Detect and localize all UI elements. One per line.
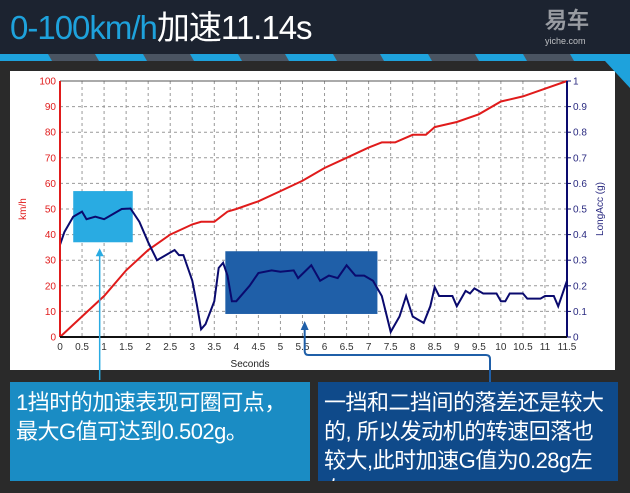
y-right-tick-label: 0 — [573, 333, 579, 344]
x-tick-label: 4 — [234, 342, 240, 353]
y-left-tick-label: 80 — [45, 128, 57, 139]
y-right-tick-label: 0.6 — [573, 179, 587, 190]
y-right-tick-label: 0.2 — [573, 281, 587, 292]
x-tick-label: 9 — [454, 342, 460, 353]
x-tick-label: 0.5 — [75, 342, 89, 353]
x-tick-label: 2 — [145, 342, 151, 353]
y-left-tick-label: 70 — [45, 153, 57, 164]
x-tick-label: 9.5 — [472, 342, 486, 353]
x-tick-label: 3.5 — [207, 342, 221, 353]
highlight-box-2 — [225, 251, 378, 314]
x-tick-label: 5 — [278, 342, 284, 353]
y-right-axis-label: LongAcc (g) — [595, 182, 606, 236]
y-left-tick-label: 40 — [45, 230, 57, 241]
y-left-tick-label: 0 — [50, 333, 56, 344]
header: 0-100km/h加速11.14s — [0, 0, 630, 55]
y-right-tick-label: 0.3 — [573, 256, 587, 267]
x-tick-label: 6.5 — [340, 342, 354, 353]
x-tick-label: 7.5 — [384, 342, 398, 353]
accel-line — [59, 207, 568, 335]
x-tick-label: 10 — [495, 342, 507, 353]
x-tick-label: 10.5 — [513, 342, 533, 353]
y-right-tick-label: 0.7 — [573, 153, 587, 164]
x-tick-label: 3 — [189, 342, 195, 353]
callout-arrow-right — [303, 325, 491, 382]
x-axis-label: Seconds — [231, 359, 270, 370]
note-first-gear: 1挡时的加速表现可圈可点，最大G值可达到0.502g。 — [10, 382, 310, 481]
y-right-tick-label: 1 — [573, 77, 579, 88]
y-left-tick-label: 10 — [45, 307, 57, 318]
x-tick-label: 7 — [366, 342, 372, 353]
x-tick-label: 1.5 — [119, 342, 133, 353]
y-left-tick-label: 20 — [45, 281, 57, 292]
x-tick-label: 1 — [101, 342, 107, 353]
highlight-box-1 — [73, 191, 133, 243]
x-tick-label: 5.5 — [296, 342, 310, 353]
y-right-tick-label: 0.8 — [573, 128, 587, 139]
y-left-tick-label: 90 — [45, 102, 57, 113]
x-tick-label: 4.5 — [251, 342, 265, 353]
y-right-tick-label: 0.1 — [573, 307, 587, 318]
x-tick-label: 8 — [410, 342, 416, 353]
watermark-site: yiche.com — [545, 36, 586, 46]
watermark-logo: 易车 — [545, 8, 590, 33]
x-tick-label: 6 — [322, 342, 328, 353]
y-right-tick-label: 0.4 — [573, 230, 587, 241]
note-gear-drop: 一挡和二挡间的落差还是较大的, 所以发动机的转速回落也较大,此时加速G值为0.2… — [318, 382, 618, 481]
y-left-tick-label: 60 — [45, 179, 57, 190]
y-left-tick-label: 50 — [45, 205, 57, 216]
y-left-axis-label: km/h — [18, 198, 29, 220]
y-left-tick-label: 30 — [45, 256, 57, 267]
x-tick-label: 2.5 — [163, 342, 177, 353]
y-right-tick-label: 0.5 — [573, 205, 587, 216]
x-tick-label: 8.5 — [428, 342, 442, 353]
y-right-tick-label: 0.9 — [573, 102, 587, 113]
x-tick-label: 11 — [540, 342, 551, 353]
x-tick-label: 0 — [57, 342, 63, 353]
arrow-head-icon — [300, 320, 309, 330]
page-title: 0-100km/h加速11.14s — [10, 9, 313, 46]
header-stripe — [0, 54, 630, 61]
x-tick-label: 11.5 — [558, 342, 577, 353]
y-left-tick-label: 100 — [39, 77, 56, 88]
speed-line — [59, 80, 568, 338]
arrow-head-icon — [95, 248, 104, 257]
